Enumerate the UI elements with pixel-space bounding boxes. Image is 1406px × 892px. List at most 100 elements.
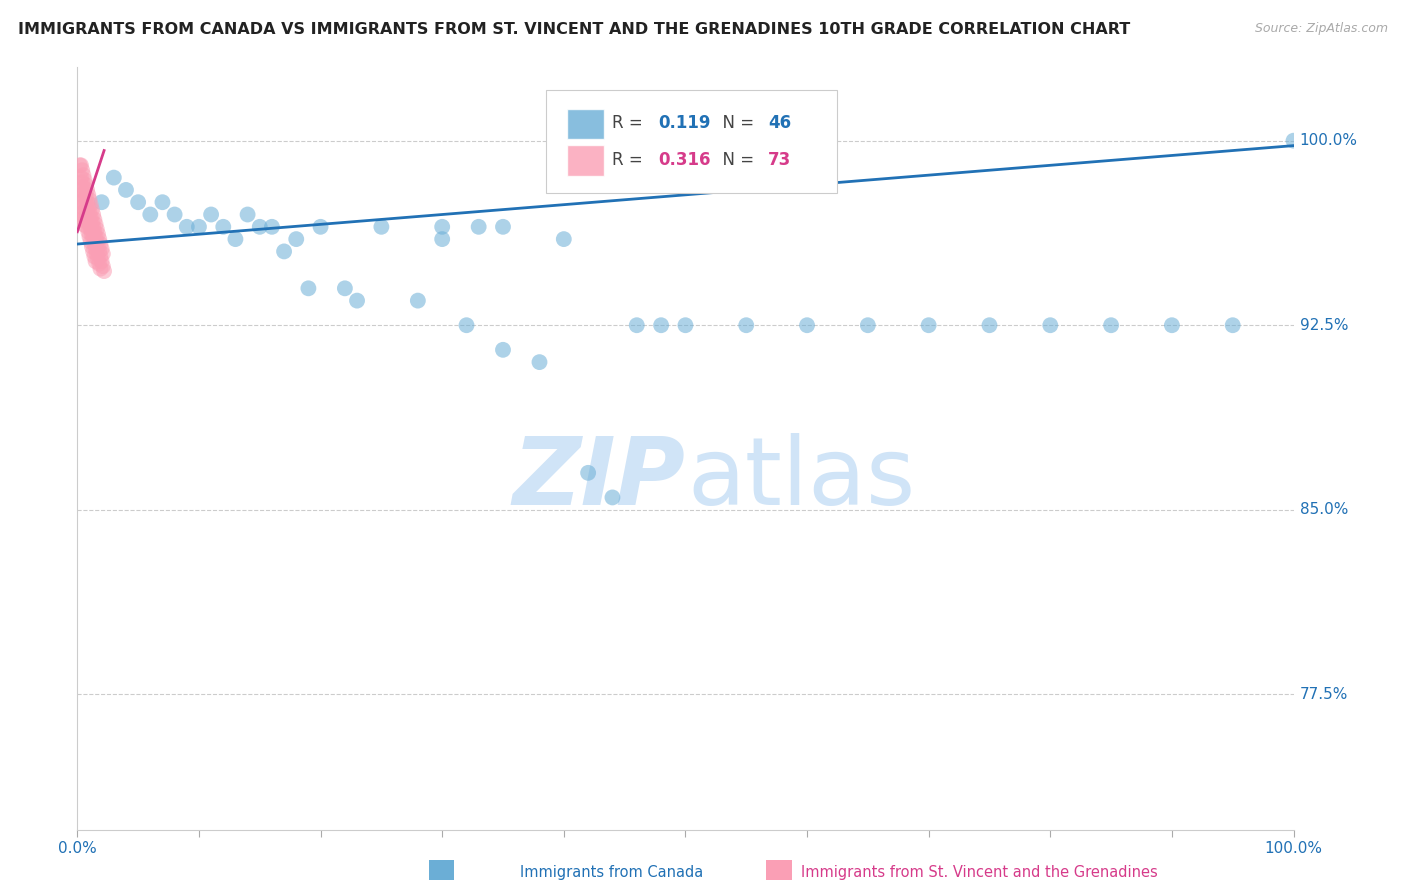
Point: [89, 249, 111, 263]
Point: [1099, 318, 1122, 333]
Point: [82, 244, 104, 259]
Point: [77, 212, 100, 227]
Point: [90, 254, 112, 268]
Text: 73: 73: [768, 151, 792, 169]
Text: 0.316: 0.316: [658, 151, 711, 169]
Point: [346, 293, 368, 308]
Point: [73, 197, 96, 211]
Point: [309, 219, 332, 234]
Point: [87, 239, 110, 253]
Point: [650, 318, 672, 333]
Point: [492, 343, 515, 357]
Point: [80, 235, 103, 249]
Point: [115, 183, 138, 197]
Point: [75, 190, 97, 204]
Point: [80, 222, 103, 236]
Point: [163, 207, 186, 221]
Point: [72, 193, 94, 207]
Point: [80, 227, 103, 242]
Text: R =: R =: [613, 151, 648, 169]
Point: [675, 318, 697, 333]
Point: [82, 207, 104, 221]
Point: [72, 180, 94, 194]
Point: [553, 232, 575, 246]
Point: [70, 183, 93, 197]
Point: [188, 219, 211, 234]
Point: [80, 215, 103, 229]
Point: [80, 210, 103, 224]
Point: [529, 355, 551, 369]
Point: [72, 168, 94, 182]
Point: [72, 205, 94, 219]
Text: Immigrants from Canada: Immigrants from Canada: [520, 865, 703, 880]
Point: [75, 202, 97, 217]
Point: [77, 187, 100, 202]
Point: [90, 242, 112, 256]
Point: [89, 244, 111, 259]
Point: [87, 252, 110, 266]
Point: [333, 281, 356, 295]
Point: [77, 200, 100, 214]
Point: [70, 187, 93, 202]
Point: [406, 293, 429, 308]
Point: [86, 222, 108, 236]
FancyBboxPatch shape: [546, 90, 838, 193]
Point: [69, 158, 91, 172]
Point: [1282, 134, 1305, 148]
Point: [70, 207, 93, 221]
Point: [856, 318, 879, 333]
Text: IMMIGRANTS FROM CANADA VS IMMIGRANTS FROM ST. VINCENT AND THE GRENADINES 10TH GR: IMMIGRANTS FROM CANADA VS IMMIGRANTS FRO…: [18, 22, 1130, 37]
Point: [89, 237, 111, 252]
Point: [236, 207, 259, 221]
Point: [75, 215, 97, 229]
Point: [979, 318, 1001, 333]
Point: [492, 219, 515, 234]
Point: [93, 264, 115, 278]
Text: 92.5%: 92.5%: [1299, 318, 1348, 333]
Point: [212, 219, 235, 234]
Point: [73, 186, 96, 200]
Point: [89, 261, 111, 276]
Point: [70, 200, 93, 214]
Point: [467, 219, 489, 234]
Text: ZIP: ZIP: [513, 433, 686, 524]
Point: [70, 158, 93, 172]
Point: [80, 239, 103, 253]
Point: [918, 318, 941, 333]
Text: 85.0%: 85.0%: [1299, 502, 1348, 517]
Point: [89, 232, 111, 246]
Point: [260, 219, 283, 234]
Point: [76, 207, 98, 221]
Point: [76, 195, 98, 210]
Point: [1161, 318, 1184, 333]
Point: [83, 249, 105, 263]
Point: [84, 229, 107, 244]
Point: [139, 207, 162, 221]
Point: [70, 163, 93, 178]
Text: R =: R =: [613, 113, 648, 132]
Point: [273, 244, 295, 259]
Point: [73, 210, 96, 224]
Text: Source: ZipAtlas.com: Source: ZipAtlas.com: [1254, 22, 1388, 36]
Point: [224, 232, 246, 246]
Text: 100.0%: 100.0%: [1299, 133, 1358, 148]
Point: [80, 197, 103, 211]
Point: [77, 225, 100, 239]
Point: [430, 219, 453, 234]
Point: [70, 212, 93, 227]
Point: [83, 225, 105, 239]
Text: N =: N =: [713, 113, 759, 132]
Point: [70, 170, 93, 185]
Text: Immigrants from St. Vincent and the Grenadines: Immigrants from St. Vincent and the Gren…: [801, 865, 1159, 880]
Point: [152, 195, 174, 210]
Point: [84, 242, 107, 256]
Point: [70, 176, 93, 190]
Point: [103, 170, 125, 185]
Point: [84, 254, 107, 268]
Point: [83, 212, 105, 227]
Point: [1039, 318, 1062, 333]
Point: [79, 193, 101, 207]
Point: [89, 257, 111, 271]
Point: [370, 219, 392, 234]
Point: [82, 219, 104, 234]
